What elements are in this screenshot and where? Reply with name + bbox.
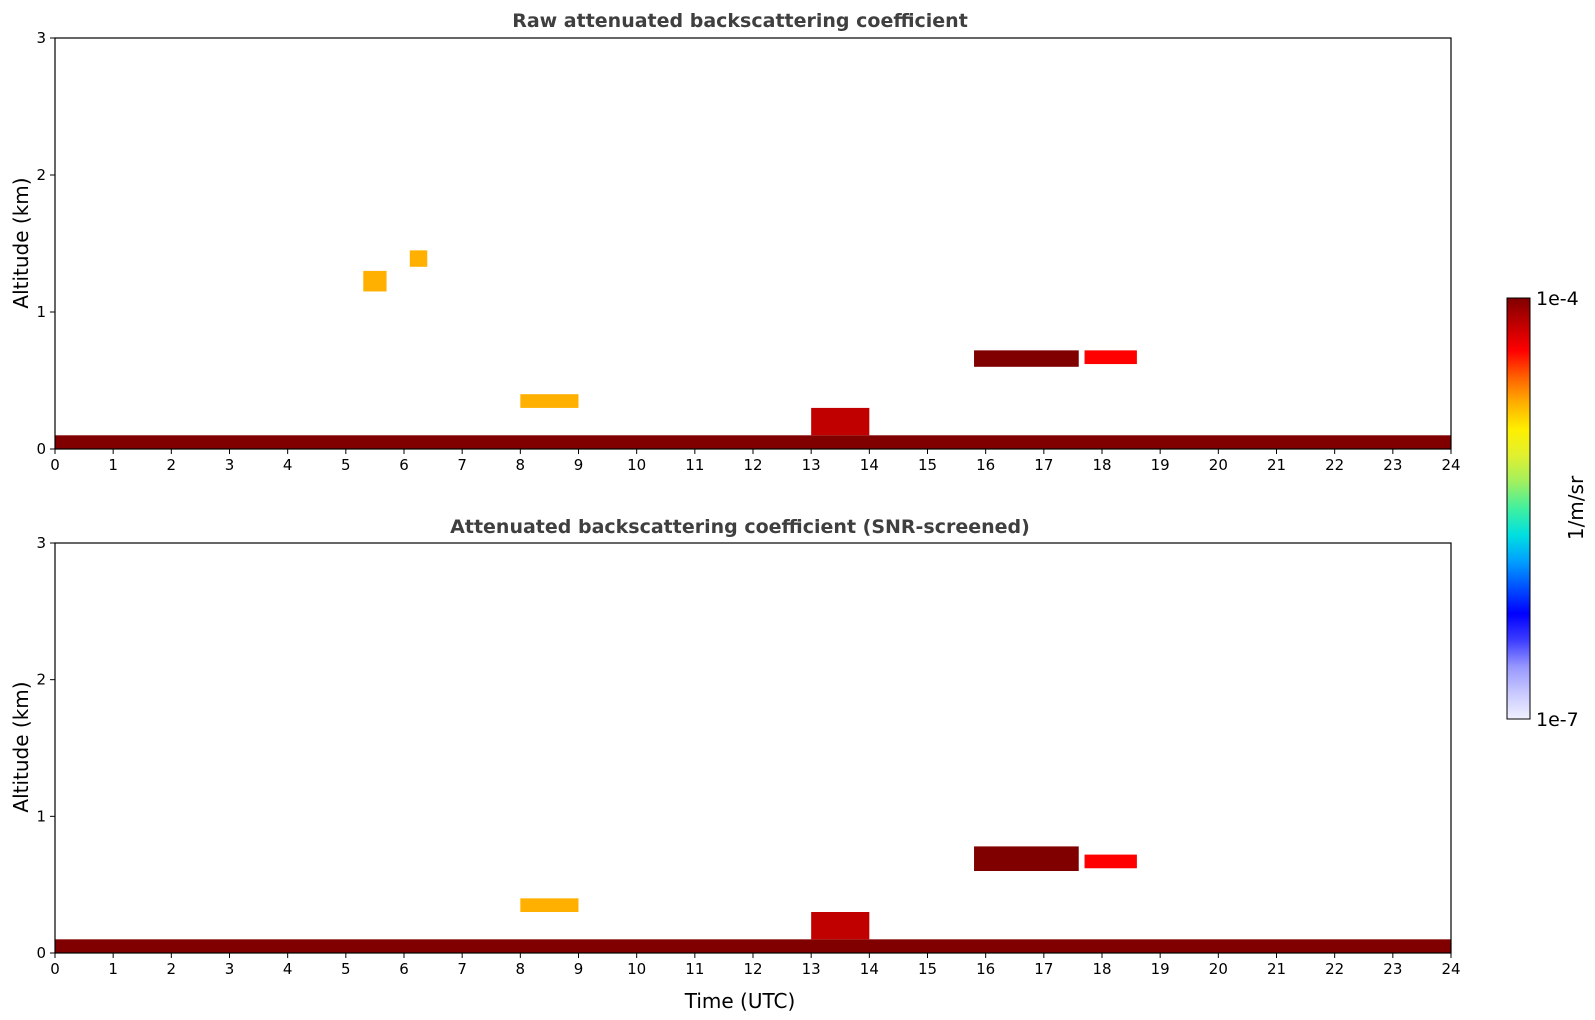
x-tick-label: 16: [976, 456, 995, 474]
y-tick-label: 1: [36, 303, 46, 321]
cloud-layer-cell: [974, 350, 1079, 367]
x-tick-label: 4: [283, 456, 293, 474]
y-tick-label: 0: [36, 944, 46, 962]
x-tick-label: 8: [516, 960, 526, 978]
x-tick-label: 8: [516, 456, 526, 474]
y-tick-label: 3: [36, 29, 46, 47]
boundary-layer-top-cell: [811, 912, 870, 940]
x-tick-label: 6: [399, 960, 409, 978]
x-tick-label: 11: [685, 960, 704, 978]
x-tick-label: 11: [685, 456, 704, 474]
y-tick-label: 2: [36, 671, 46, 689]
boundary-layer-top-cell: [811, 407, 870, 436]
x-tick-label: 3: [225, 960, 235, 978]
x-tick-label: 21: [1267, 960, 1286, 978]
x-tick-label: 16: [976, 960, 995, 978]
x-tick-label: 17: [1034, 960, 1053, 978]
x-tick-label: 14: [860, 456, 879, 474]
elevated-plume-cell: [363, 270, 387, 292]
x-tick-label: 5: [341, 456, 351, 474]
screened-axes: 0 1 2 3 4 5 6 7 8 9 10 11 12 13 14 15 16 17 18 19 20 21 22 23 24…: [36, 534, 1460, 978]
x-tick-label: 18: [1092, 960, 1111, 978]
raw-backscatter-panel: Raw attenuated backscattering coefficien…: [9, 10, 1461, 474]
x-tick-label: 20: [1209, 960, 1228, 978]
raw-axes: 0 1 2 3 4 5 6 7 8 9 10 11 12 13 14 15 16 17 18 19 20 21 22 23 24…: [36, 29, 1460, 474]
x-tick-label: 3: [225, 456, 235, 474]
x-tick-label: 2: [167, 456, 177, 474]
x-tick-label: 17: [1034, 456, 1053, 474]
x-tick-label: 13: [802, 960, 821, 978]
y-tick-label: 2: [36, 166, 46, 184]
colorbar-max-label: 1e-4: [1536, 288, 1579, 310]
x-tick-label: 9: [574, 960, 584, 978]
x-tick-label: 1: [108, 960, 118, 978]
x-tick-label: 19: [1151, 456, 1170, 474]
x-tick-label: 20: [1209, 456, 1228, 474]
x-tick-label: 19: [1151, 960, 1170, 978]
x-tick-label: 22: [1325, 456, 1344, 474]
x-tick-label: 15: [918, 456, 937, 474]
x-tick-label: 7: [457, 960, 467, 978]
plot-background: [55, 38, 1451, 449]
x-tick-label: 6: [399, 456, 409, 474]
raw-heatmap: [55, 38, 1451, 449]
cloud-layer-cell: [1084, 854, 1137, 869]
screened-backscatter-panel: Attenuated backscattering coefficient (S…: [9, 516, 1461, 1013]
x-tick-label: 2: [167, 960, 177, 978]
x-tick-label: 22: [1325, 960, 1344, 978]
x-tick-label: 24: [1441, 960, 1460, 978]
cloud-layer-cell: [1084, 350, 1137, 365]
colorbar-min-label: 1e-7: [1536, 709, 1579, 731]
aerosol-layer-cell: [520, 898, 579, 912]
x-tick-label: 23: [1383, 960, 1402, 978]
x-tick-label: 10: [627, 960, 646, 978]
screened-heatmap: [55, 543, 1451, 953]
elevated-plume-cell: [409, 250, 428, 267]
x-tick-label: 13: [802, 456, 821, 474]
raw-y-axis-label: Altitude (km): [9, 177, 33, 308]
y-tick-label: 0: [36, 440, 46, 458]
cloud-layer-cell: [974, 846, 1079, 871]
y-tick-label: 3: [36, 534, 46, 552]
surface-layer-cell: [55, 939, 1451, 953]
surface-layer-cell: [55, 435, 1451, 449]
x-tick-label: 24: [1441, 456, 1460, 474]
colorbar-gradient: [1506, 297, 1531, 720]
plot-background: [55, 543, 1451, 953]
x-tick-label: 12: [743, 960, 762, 978]
screened-y-axis-label: Altitude (km): [9, 681, 33, 812]
x-tick-label: 14: [860, 960, 879, 978]
x-tick-label: 4: [283, 960, 293, 978]
x-tick-label: 10: [627, 456, 646, 474]
x-axis-label: Time (UTC): [684, 989, 796, 1013]
x-tick-label: 7: [457, 456, 467, 474]
screened-panel-title: Attenuated backscattering coefficient (S…: [450, 516, 1030, 538]
x-tick-label: 9: [574, 456, 584, 474]
colorbar-unit-label: 1/m/sr: [1564, 475, 1588, 540]
raw-panel-title: Raw attenuated backscattering coefficien…: [512, 10, 968, 32]
x-tick-label: 0: [50, 456, 60, 474]
aerosol-layer-cell: [520, 394, 579, 408]
x-tick-label: 1: [108, 456, 118, 474]
x-tick-label: 18: [1092, 456, 1111, 474]
x-tick-label: 12: [743, 456, 762, 474]
colorbar: 1e-4 1e-7 1/m/sr: [1506, 288, 1588, 731]
x-tick-label: 0: [50, 960, 60, 978]
x-tick-label: 5: [341, 960, 351, 978]
y-tick-label: 1: [36, 807, 46, 825]
x-tick-label: 21: [1267, 456, 1286, 474]
x-tick-label: 15: [918, 960, 937, 978]
x-tick-label: 23: [1383, 456, 1402, 474]
